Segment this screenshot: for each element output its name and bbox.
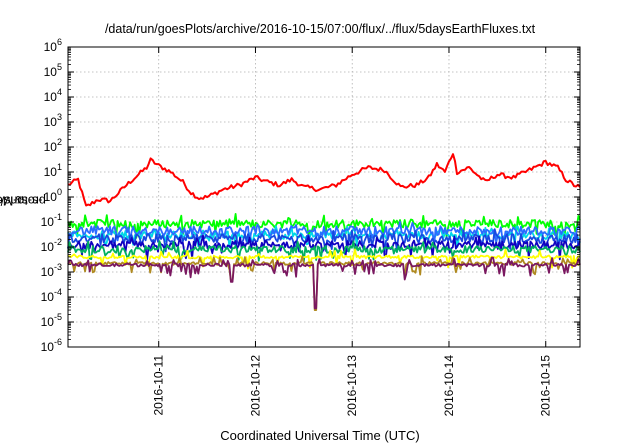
y-tick-label: 10-5 <box>41 312 62 329</box>
y-tick-label: 10-6 <box>41 337 62 354</box>
y-tick-label: 106 <box>44 37 62 54</box>
series-line-1 <box>67 213 581 240</box>
x-tick-label: 2016-10-14 <box>442 355 456 417</box>
y-tick-label: 104 <box>44 87 62 104</box>
x-axis-label: Coordinated Universal Time (UTC) <box>220 428 420 443</box>
y-tick-label: 103 <box>44 112 62 129</box>
chart-title: /data/run/goesPlots/archive/2016-10-15/0… <box>104 22 536 36</box>
series-line-0 <box>67 153 581 207</box>
series-lines <box>67 153 581 311</box>
y-tick-label: 102 <box>44 137 62 154</box>
y-tick-label: 10-3 <box>41 262 62 279</box>
x-tick-label: 2016-10-15 <box>539 355 553 417</box>
plot-frame <box>67 46 581 348</box>
y-tick-label: 10-2 <box>41 237 62 254</box>
x-tick-label: 2016-10-11 <box>152 355 166 416</box>
x-tick-labels: 2016-10-11 2016-10-12 2016-10-13 2016-10-14… <box>152 355 553 417</box>
grid <box>68 47 580 347</box>
series-line-4 <box>67 228 581 253</box>
axes <box>67 46 581 348</box>
y-tick-label: 10-1 <box>41 212 62 229</box>
x-tick-label: 2016-10-13 <box>345 355 359 417</box>
series-line-6 <box>67 240 581 263</box>
x-tick-label: 2016-10-12 <box>248 355 262 417</box>
y-tick-label: 10-4 <box>41 287 62 304</box>
y-tick-labels: 10-6 10-5 10-4 10-3 10-2 10-1 100 101 102 103 104 1… <box>41 37 62 354</box>
y-tick-label: 105 <box>44 62 62 79</box>
y-tick-label: 101 <box>44 162 62 179</box>
series-line-9 <box>67 256 581 310</box>
y-tick-label: 100 <box>44 187 62 204</box>
series-line-7 <box>67 248 581 270</box>
